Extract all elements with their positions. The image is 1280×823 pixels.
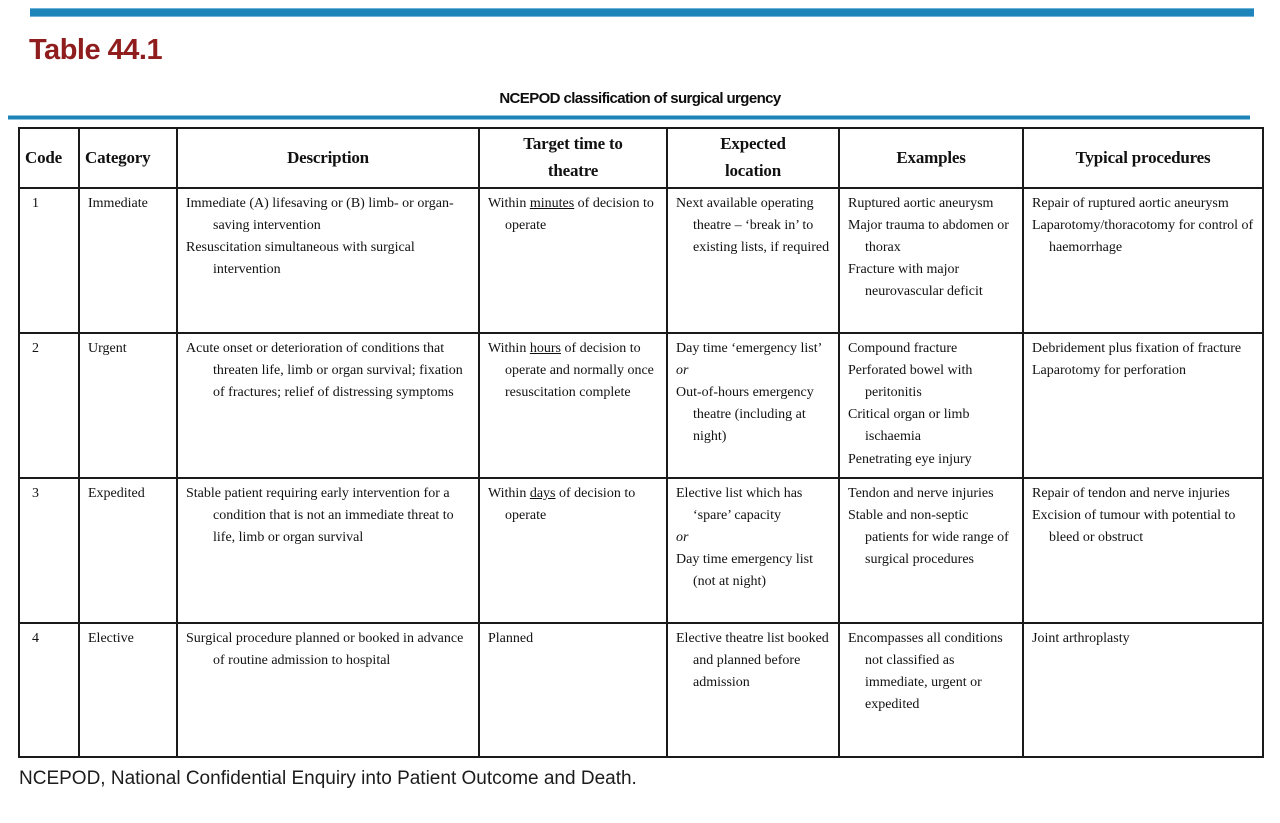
cell-paragraph: 4 — [32, 631, 39, 646]
footnote: NCEPOD, National Confidential Enquiry in… — [19, 768, 637, 789]
cell-paragraph: Encompasses all conditions not classifie… — [848, 631, 1003, 713]
cell-paragraph: Major trauma to abdomen or thorax — [848, 218, 1009, 256]
table-row: 2 Urgent Acute onset or deterioration of c… — [18, 332, 1264, 479]
table-row: 4 Elective Surgical procedure planned or b… — [18, 622, 1264, 758]
table-row: 1 Immediate Immediate (A) lifesaving or (B… — [18, 187, 1264, 334]
cell-expected-location: Day time ‘emergency list’ or Out-of-hours … — [666, 332, 840, 479]
cell-typical-procedures: Joint arthroplasty — [1022, 622, 1264, 758]
cell-category: Urgent — [78, 332, 178, 479]
column-header: Code — [18, 127, 80, 189]
cell-paragraph: Ruptured aortic aneurysm — [848, 196, 994, 211]
cell-paragraph: Fracture with major neurovascular defici… — [848, 262, 983, 300]
cell-paragraph: Laparotomy/thoracotomy for control of ha… — [1032, 218, 1254, 256]
cell-paragraph: 3 — [32, 486, 39, 501]
cell-paragraph: Stable patient requiring early intervent… — [186, 486, 454, 546]
cell-description: Immediate (A) lifesaving or (B) limb- or… — [176, 187, 480, 334]
cell-paragraph: Repair of tendon and nerve injuries — [1032, 486, 1230, 501]
cell-paragraph: Within days of decision to operate — [488, 486, 636, 524]
cell-paragraph: Elective list which has ‘spare’ capacity — [676, 486, 803, 524]
cell-paragraph: Out-of-hours emergency theatre (includin… — [676, 385, 814, 445]
cell-paragraph: or — [676, 363, 689, 379]
column-header-label: Expected location — [720, 134, 786, 180]
cell-paragraph: Penetrating eye injury — [848, 451, 972, 467]
cell-examples: Encompasses all conditions not classifie… — [838, 622, 1024, 758]
column-header-label: Typical procedures — [1075, 147, 1211, 167]
cell-paragraph: Immediate (A) lifesaving or (B) limb- or… — [186, 196, 454, 234]
cell-paragraph: or — [676, 530, 689, 546]
cell-paragraph: Laparotomy for perforation — [1032, 363, 1186, 379]
column-header-label: Code — [25, 147, 62, 167]
cell-category: Immediate — [78, 187, 178, 334]
caption-divider-bar — [8, 115, 1250, 120]
cell-paragraph: Within minutes of decision to operate — [488, 196, 654, 234]
column-header: Description — [176, 127, 480, 189]
cell-paragraph: Immediate — [88, 196, 148, 211]
cell-category: Elective — [78, 622, 178, 758]
cell-paragraph: Day time emergency list (not at night) — [676, 552, 813, 590]
column-header-label: Target time to theatre — [523, 134, 623, 180]
ncepod-classification-table: Code Category Description Target time to th… — [18, 127, 1264, 758]
column-header-label: Description — [287, 147, 369, 167]
cell-paragraph: Planned — [488, 631, 534, 646]
column-header: Expected location — [666, 127, 840, 189]
cell-paragraph: Joint arthroplasty — [1032, 631, 1130, 646]
table-row: 3 Expedited Stable patient requiring early… — [18, 477, 1264, 624]
cell-typical-procedures: Repair of ruptured aortic aneurysm Laparo… — [1022, 187, 1264, 334]
column-header-label: Examples — [896, 147, 966, 167]
cell-examples: Compound fracture Perforated bowel with p… — [838, 332, 1024, 479]
cell-paragraph: Next available operating theatre – ‘brea… — [676, 196, 830, 256]
cell-target-time: Planned — [478, 622, 668, 758]
cell-paragraph: Excision of tumour with potential to ble… — [1032, 508, 1236, 546]
table-caption: NCEPOD classification of surgical urgenc… — [499, 90, 781, 107]
cell-code: 3 — [18, 477, 80, 624]
cell-expected-location: Elective list which has ‘spare’ capacity… — [666, 477, 840, 624]
cell-code: 1 — [18, 187, 80, 334]
cell-examples: Ruptured aortic aneurysm Major trauma to … — [838, 187, 1024, 334]
cell-description: Surgical procedure planned or booked in … — [176, 622, 480, 758]
cell-paragraph: Debridement plus fixation of fracture — [1032, 341, 1242, 356]
cell-paragraph: Compound fracture — [848, 341, 958, 356]
cell-typical-procedures: Debridement plus fixation of fracture Lap… — [1022, 332, 1264, 479]
cell-paragraph: Repair of ruptured aortic aneurysm — [1032, 196, 1229, 211]
cell-paragraph: Stable and non-septic patients for wide … — [848, 508, 1009, 568]
cell-code: 2 — [18, 332, 80, 479]
cell-target-time: Within minutes of decision to operate — [478, 187, 668, 334]
cell-description: Stable patient requiring early intervent… — [176, 477, 480, 624]
cell-paragraph: Expedited — [88, 486, 145, 501]
cell-paragraph: Within hours of decision to operate and … — [488, 341, 654, 401]
cell-typical-procedures: Repair of tendon and nerve injuries Excis… — [1022, 477, 1264, 624]
cell-paragraph: 2 — [32, 341, 39, 356]
cell-examples: Tendon and nerve injuries Stable and non-… — [838, 477, 1024, 624]
cell-description: Acute onset or deterioration of conditio… — [176, 332, 480, 479]
cell-paragraph: Perforated bowel with peritonitis — [848, 363, 973, 401]
cell-paragraph: Day time ‘emergency list’ — [676, 341, 823, 356]
top-accent-bar — [30, 8, 1254, 17]
column-header: Target time to theatre — [478, 127, 668, 189]
header-row: Code Category Description Target time to th… — [18, 127, 1264, 189]
cell-paragraph: 1 — [32, 196, 39, 211]
column-header: Examples — [838, 127, 1024, 189]
page-title: Table 44.1 — [29, 34, 163, 66]
cell-expected-location: Elective theatre list booked and planned… — [666, 622, 840, 758]
cell-paragraph: Surgical procedure planned or booked in … — [186, 631, 464, 669]
column-header-label: Category — [85, 147, 151, 167]
cell-paragraph: Resuscitation simultaneous with surgical… — [186, 240, 415, 278]
cell-paragraph: Urgent — [88, 341, 127, 356]
cell-paragraph: Elective theatre list booked and planned… — [676, 631, 829, 691]
cell-target-time: Within days of decision to operate — [478, 477, 668, 624]
cell-paragraph: Critical organ or limb ischaemia — [848, 407, 970, 445]
cell-target-time: Within hours of decision to operate and … — [478, 332, 668, 479]
cell-paragraph: Acute onset or deterioration of conditio… — [186, 341, 463, 401]
column-header: Category — [78, 127, 178, 189]
cell-expected-location: Next available operating theatre – ‘brea… — [666, 187, 840, 334]
cell-paragraph: Tendon and nerve injuries — [848, 486, 994, 501]
cell-category: Expedited — [78, 477, 178, 624]
column-header: Typical procedures — [1022, 127, 1264, 189]
cell-code: 4 — [18, 622, 80, 758]
table-body: 1 Immediate Immediate (A) lifesaving or (B… — [18, 187, 1264, 758]
cell-paragraph: Elective — [88, 631, 134, 646]
